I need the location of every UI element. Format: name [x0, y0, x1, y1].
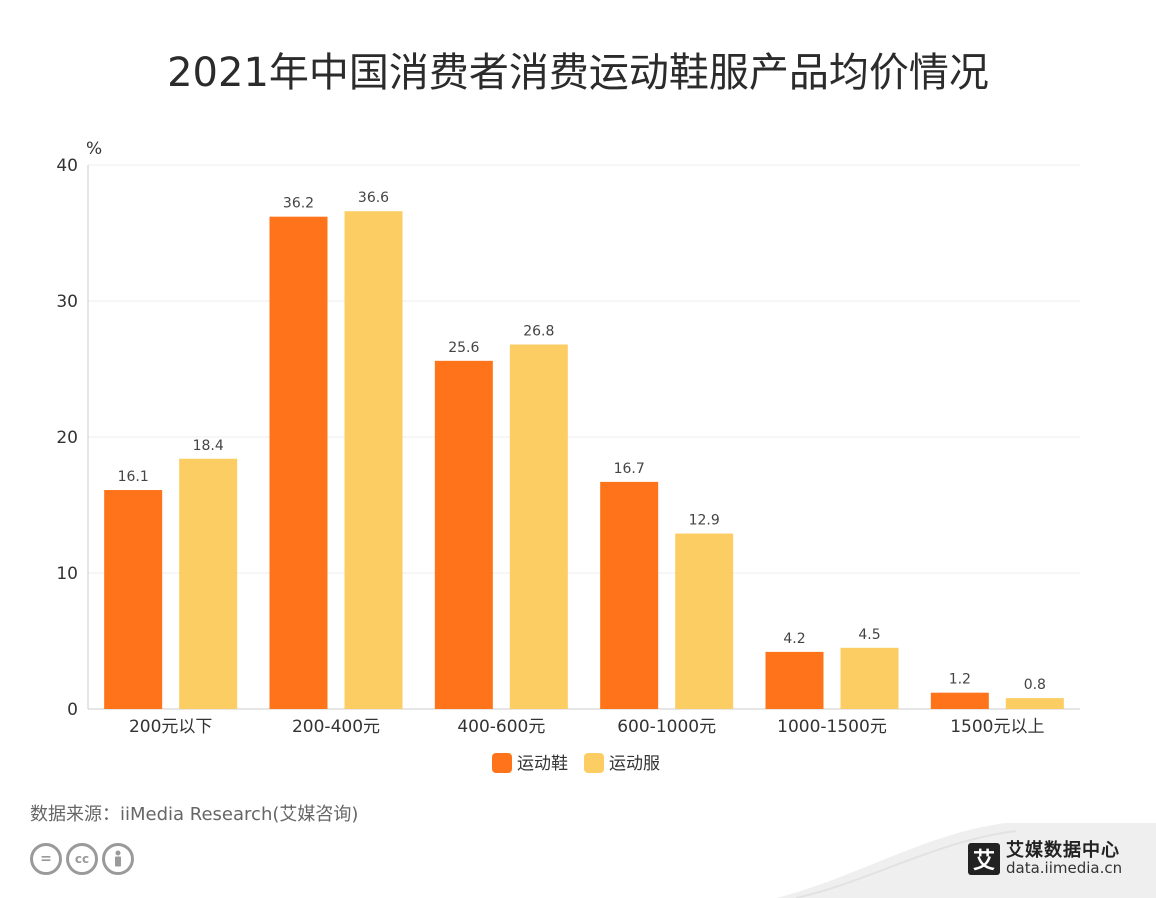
data-label: 1.2	[949, 672, 971, 688]
bar-apparel	[675, 533, 734, 709]
bar-shoes	[765, 651, 824, 709]
y-tick-label: 40	[56, 156, 78, 176]
x-tick-label: 400-600元	[457, 717, 545, 737]
bar-apparel	[840, 647, 899, 709]
license-icons: = cc	[30, 843, 134, 875]
x-tick-label: 200-400元	[292, 717, 380, 737]
y-unit-label: %	[86, 139, 102, 159]
y-tick-label: 30	[56, 292, 78, 312]
data-label: 26.8	[523, 324, 554, 340]
data-label: 12.9	[689, 513, 720, 529]
bar-shoes	[930, 692, 989, 709]
data-label: 0.8	[1024, 677, 1046, 693]
y-tick-label: 10	[56, 564, 78, 584]
data-label: 16.1	[118, 469, 149, 485]
legend-label: 运动服	[609, 754, 660, 774]
brand-url: data.iimedia.cn	[1006, 858, 1123, 877]
data-label: 4.5	[858, 627, 880, 643]
x-tick-label: 1500元以上	[950, 717, 1044, 737]
person-icon	[102, 843, 134, 875]
bar-apparel	[344, 211, 403, 710]
x-tick-label: 600-1000元	[617, 717, 716, 737]
x-tick-label: 1000-1500元	[777, 717, 887, 737]
y-tick-label: 0	[67, 700, 78, 720]
bar-shoes	[269, 216, 328, 709]
data-label: 18.4	[193, 438, 224, 454]
bar-shoes	[104, 490, 163, 709]
bar-apparel	[1005, 698, 1064, 709]
chart-title: 2021年中国消费者消费运动鞋服产品均价情况	[167, 50, 989, 96]
brand-band-decoration	[776, 823, 1156, 898]
legend-swatch	[492, 753, 512, 773]
data-label: 4.2	[783, 631, 805, 647]
x-tick-label: 200元以下	[129, 717, 212, 737]
bar-shoes	[434, 360, 493, 709]
data-label: 16.7	[614, 461, 645, 477]
brand-name: 艾媒数据中心	[1006, 840, 1120, 861]
bar-shoes	[600, 481, 659, 709]
data-label: 36.6	[358, 190, 389, 206]
data-source: 数据来源：iiMedia Research(艾媒咨询)	[30, 804, 359, 825]
bar-apparel	[179, 458, 238, 709]
y-tick-label: 20	[56, 428, 78, 448]
cc-icon: cc	[66, 843, 98, 875]
bar-apparel	[509, 344, 568, 709]
brand-logo-icon: 艾	[968, 843, 1000, 876]
legend-label: 运动鞋	[517, 754, 568, 774]
equals-icon: =	[30, 843, 62, 875]
legend-swatch	[584, 753, 604, 773]
brand-logo-block: 艾 艾媒数据中心 data.iimedia.cn	[968, 840, 1123, 877]
data-label: 25.6	[448, 340, 479, 356]
data-label: 36.2	[283, 196, 314, 212]
